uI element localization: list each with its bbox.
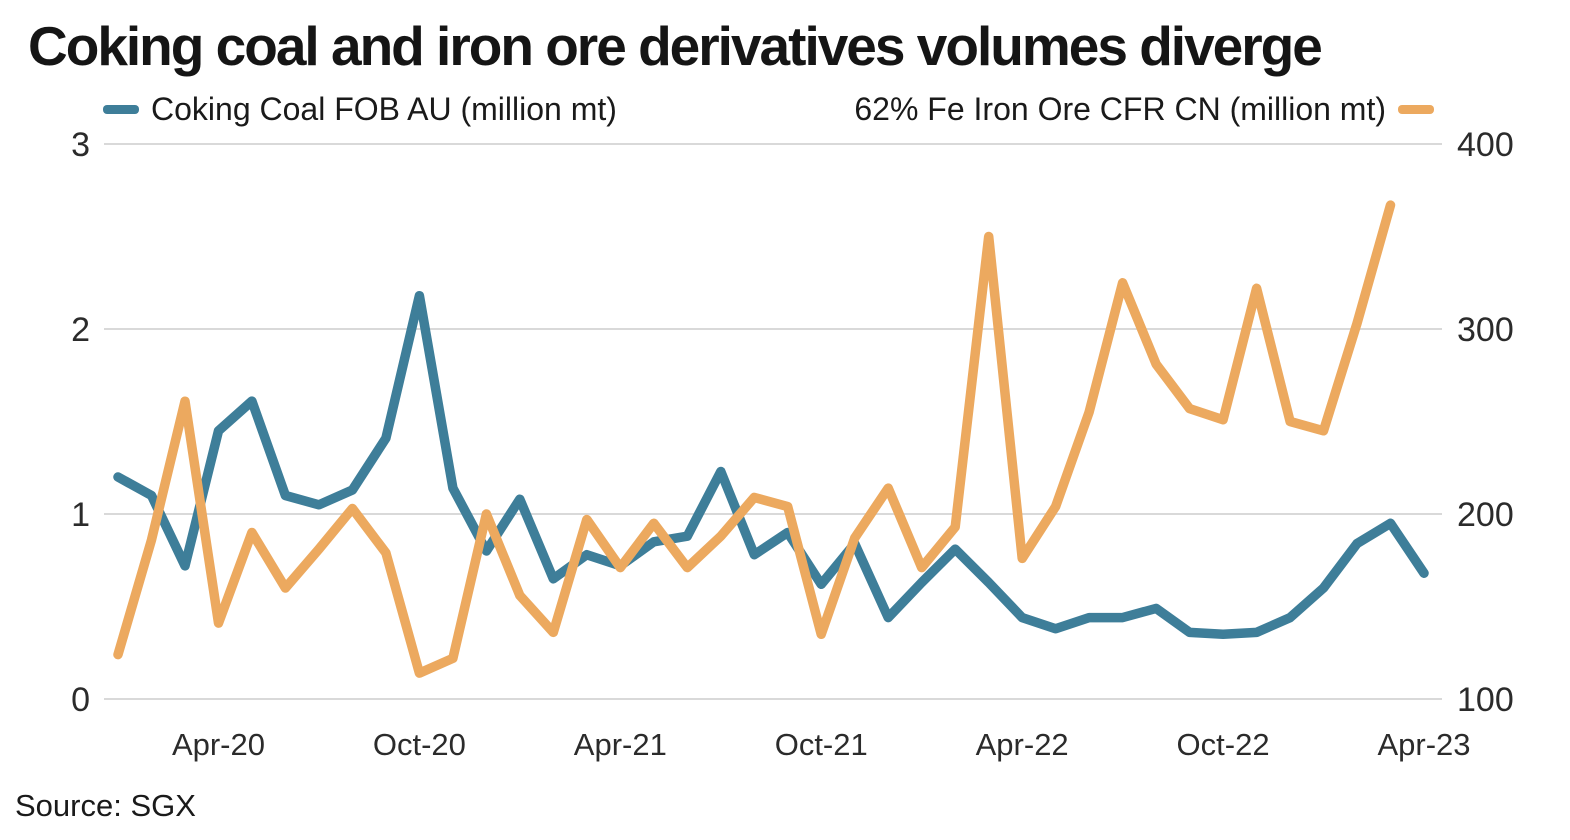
x-axis-tick-label: Apr-23 (1377, 727, 1470, 762)
y-axis-left-tick-label: 3 (71, 126, 90, 164)
y-axis-left-tick-label: 1 (71, 496, 90, 534)
source-note: Source: SGX (15, 788, 196, 823)
coking-coal-legend-swatch-icon (103, 104, 139, 114)
y-axis-right-tick-label: 100 (1457, 681, 1514, 719)
y-axis-left-tick-label: 2 (71, 311, 90, 349)
y-axis-left-tick-label: 0 (71, 681, 90, 719)
x-axis-tick-label: Oct-21 (775, 727, 868, 762)
legend-item-iron-ore: 62% Fe Iron Ore CFR CN (million mt) (854, 90, 1434, 128)
y-axis-right-tick-label: 200 (1457, 496, 1514, 534)
x-axis-tick-label: Oct-22 (1177, 727, 1270, 762)
legend-item-coking-coal: Coking Coal FOB AU (million mt) (103, 90, 617, 128)
y-axis-right-tick-label: 300 (1457, 311, 1514, 349)
iron-ore-line (113, 200, 1396, 678)
y-axis-right-tick-label: 400 (1457, 126, 1514, 164)
chart-title: Coking coal and iron ore derivatives vol… (28, 15, 1323, 77)
coking-coal-legend-label: Coking Coal FOB AU (million mt) (151, 90, 617, 127)
x-axis-tick-label: Apr-20 (172, 727, 265, 762)
coking-coal-line (113, 290, 1429, 640)
iron-ore-legend-label: 62% Fe Iron Ore CFR CN (million mt) (854, 90, 1386, 127)
x-axis-tick-label: Apr-21 (574, 727, 667, 762)
x-axis-tick-label: Oct-20 (373, 727, 466, 762)
x-axis-tick-label: Apr-22 (976, 727, 1069, 762)
iron-ore-legend-swatch-icon (1398, 104, 1434, 114)
